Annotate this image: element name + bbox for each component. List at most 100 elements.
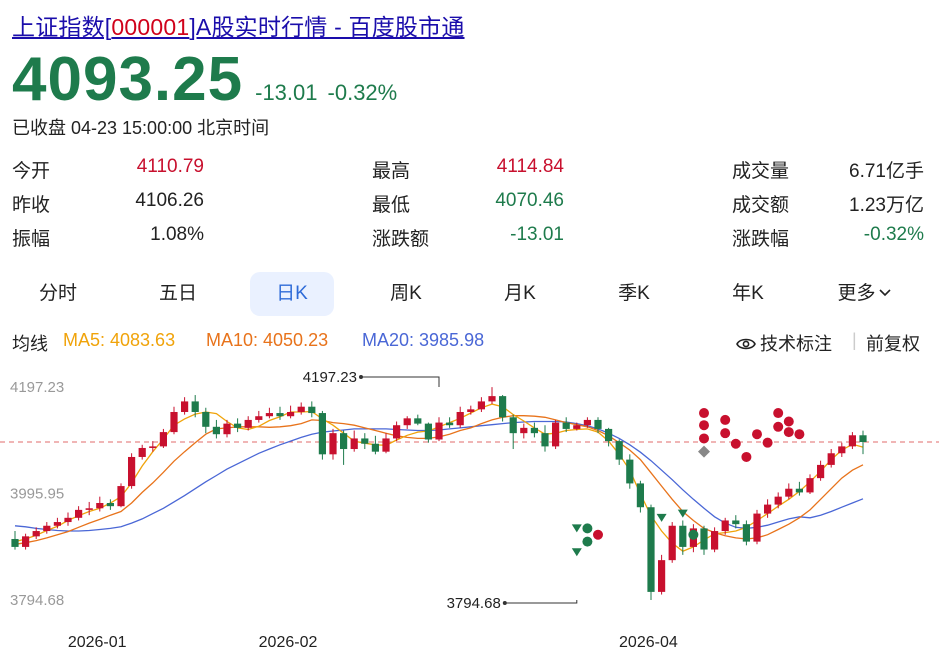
candle-body <box>308 406 316 414</box>
ma5-value: MA5: 4083.63 <box>63 330 176 350</box>
candle-body <box>382 438 390 452</box>
candle-body <box>138 447 146 457</box>
candle-body <box>75 509 83 518</box>
signal-gray-diamond <box>698 445 710 458</box>
signal-red-dot <box>699 433 709 444</box>
candle-body <box>318 413 326 455</box>
signal-red-dot <box>720 428 731 439</box>
stat-value: -13.01 <box>510 224 564 245</box>
candle-body <box>414 418 422 424</box>
tech-annotation-button[interactable]: 技术标注 <box>736 330 832 356</box>
stat-value: 6.71亿手 <box>849 161 924 182</box>
candle-body <box>255 416 263 420</box>
candle-body <box>403 418 411 426</box>
stat-value: 1.08% <box>150 224 204 245</box>
y-tick-label: 3995.95 <box>10 486 64 503</box>
y-tick-label: 4197.23 <box>10 379 64 396</box>
chevron-down-icon <box>878 289 891 297</box>
stat-label: 昨收 <box>12 195 51 216</box>
ma20-value: MA20: 3985.98 <box>362 330 485 350</box>
candle-body <box>456 411 464 426</box>
signal-down-arrow <box>656 513 667 522</box>
signal-red-dot <box>773 408 784 419</box>
candle-body <box>11 538 19 547</box>
tab-5[interactable]: 季K <box>592 272 676 316</box>
candle-body <box>636 483 644 508</box>
y-tick-label: 3794.68 <box>10 592 64 609</box>
signal-red-dot <box>752 429 762 440</box>
tab-1[interactable]: 五日 <box>136 272 220 316</box>
candle-body <box>32 531 40 537</box>
signal-green-dot <box>582 536 593 547</box>
candle-body <box>562 422 570 429</box>
candle-body <box>297 406 305 412</box>
candle-body <box>583 419 591 426</box>
stat-value: 4106.26 <box>135 190 204 211</box>
candle-body <box>159 432 167 447</box>
stat-label: 振幅 <box>12 229 51 250</box>
candle-body <box>700 528 708 550</box>
signal-red-dot <box>783 427 794 438</box>
candle-body <box>679 525 687 547</box>
stat-label: 成交量 <box>732 161 790 182</box>
adjust-button[interactable]: 前复权 <box>866 334 920 354</box>
candle-body <box>446 422 454 426</box>
candle-body <box>106 503 114 507</box>
candle-body <box>711 531 719 550</box>
tab-7[interactable]: 更多 <box>822 272 906 316</box>
tab-6[interactable]: 年K <box>706 272 790 316</box>
signal-down-arrow <box>571 524 582 533</box>
tab-label: 分时 <box>38 283 77 304</box>
tab-4[interactable]: 月K <box>478 272 562 316</box>
candle-body <box>424 423 432 440</box>
candle-body <box>393 425 401 439</box>
candle-body <box>848 435 856 447</box>
candle-body <box>795 488 803 493</box>
candle-body <box>22 536 30 547</box>
candle-body <box>170 411 178 433</box>
page-title-link[interactable]: 上证指数[000001]A股实时行情 - 百度股市通 <box>12 8 465 42</box>
candle-body <box>128 456 136 487</box>
signal-green-dot <box>582 523 593 534</box>
candle-body <box>859 435 867 443</box>
candle-body <box>742 524 750 542</box>
stat-value: 4110.79 <box>136 156 204 177</box>
title-suffix: ]A股实时行情 - 百度股市通 <box>189 14 465 40</box>
candle-body <box>573 425 581 429</box>
candle-body <box>361 438 369 444</box>
candle-body <box>499 396 507 418</box>
tab-0[interactable]: 分时 <box>16 272 100 316</box>
candle-body <box>647 507 655 592</box>
candle-body <box>785 488 793 497</box>
stat-row: 振幅 1.08% 涨跌额 -13.01 涨跌幅 -0.32% <box>12 220 924 254</box>
candle-body <box>552 422 560 447</box>
kline-chart[interactable]: 4197.23 3995.95 3794.68 4197.23 3794.68 2026-… <box>0 365 939 657</box>
ma-legend: 均线 MA5: 4083.63 MA10: 4050.23 MA20: 3985… <box>12 328 924 354</box>
signal-red-dot <box>794 429 805 440</box>
candle-body <box>732 520 740 525</box>
stat-value: -0.32% <box>863 224 924 245</box>
stat-label: 最低 <box>372 195 411 216</box>
candle-body <box>276 413 284 417</box>
ma10-value: MA10: 4050.23 <box>206 330 329 350</box>
stat-label: 涨跌额 <box>372 229 430 250</box>
stat-label: 今开 <box>12 161 51 182</box>
stock-code: 000001 <box>111 14 190 40</box>
current-price: 4093.25 <box>12 45 244 114</box>
candle-body <box>605 428 613 442</box>
signal-red-dot <box>593 529 603 540</box>
candle-body <box>774 496 782 505</box>
divider: | <box>852 330 857 350</box>
tab-3[interactable]: 周K <box>364 272 448 316</box>
market-status: 已收盘 04-23 15:00:00 北京时间 <box>12 118 270 138</box>
candle-body <box>340 433 348 450</box>
signal-red-dot <box>783 416 794 427</box>
x-tick-label: 2026-02 <box>259 634 318 651</box>
candle-body <box>509 417 517 434</box>
candle-body <box>265 413 273 417</box>
ma-label: 均线 <box>12 334 48 354</box>
candle-body <box>202 411 210 427</box>
tab-2[interactable]: 日K <box>250 272 334 316</box>
stats-grid: 今开 4110.79 最高 4114.84 成交量 6.71亿手 昨收 4106.26 最低 40… <box>12 152 924 254</box>
signal-down-arrow <box>571 548 582 557</box>
